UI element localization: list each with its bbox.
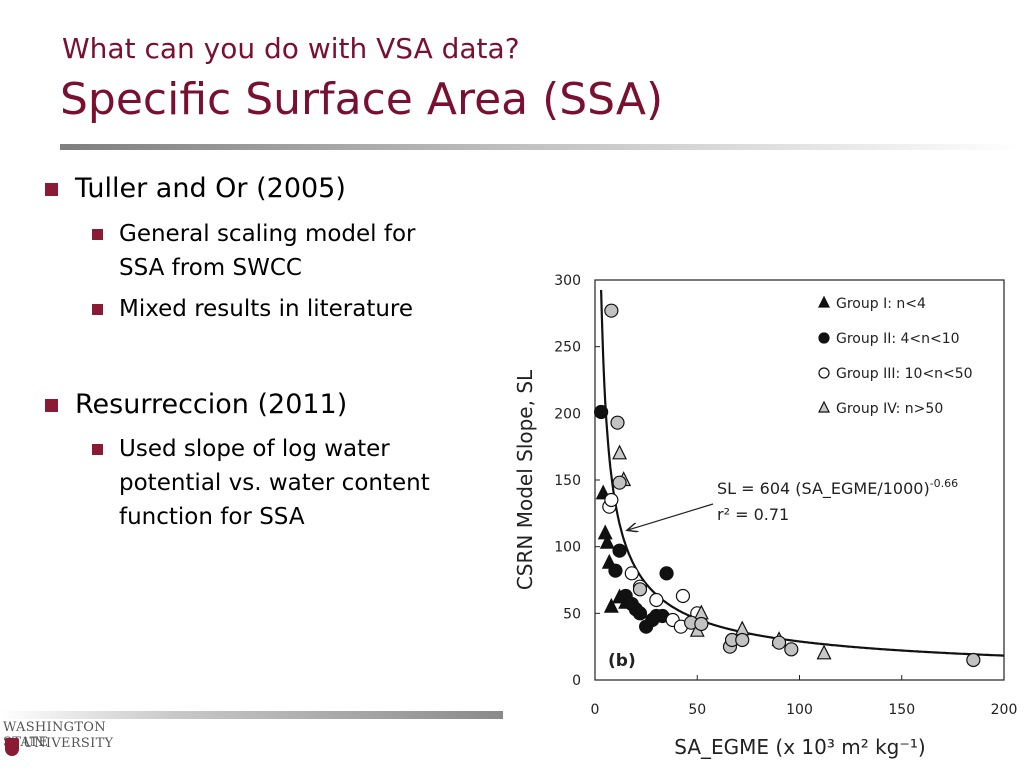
data-point [818,367,830,379]
bullet-marker [45,399,58,412]
ssa-scatter-chart: 0 50 100 150 200 0 50 100 150 200 250 300 Group I: … [513,273,1018,759]
footer-divider [0,711,503,719]
y-tick-label: 150 [554,473,581,489]
fit-r-squared: r² = 0.71 [717,505,789,524]
y-tick-label: 200 [554,406,581,422]
data-point [624,566,639,581]
y-tick-label: 300 [554,273,581,289]
fit-equation: SL = 604 (SA_EGME/1000)-0.66 [717,477,958,499]
data-point [632,582,648,597]
y-axis-label: CSRN Model Slope, SL [513,369,537,590]
data-point [604,303,619,318]
legend-entry: Group III: 10<n<50 [836,366,973,382]
bullet-resurreccion: Resurreccion (2011) [45,388,348,422]
cougar-seal-icon [5,738,19,756]
data-point [612,444,628,460]
panel-label: (b) [608,651,636,671]
sub-bullet-marker [92,444,103,455]
legend-entry: Group IV: n>50 [836,401,943,417]
data-point [818,332,830,344]
data-point [818,295,830,308]
data-point [966,652,981,668]
sub-bullet-line: Mixed results in literature [119,296,414,322]
data-point [612,475,627,490]
bullet-text: Tuller and Or (2005) [75,173,346,204]
data-point [632,606,648,621]
x-tick-label: 150 [888,702,915,718]
x-axis-label: SA_EGME (x 10³ m² kg⁻¹) [674,735,925,759]
data-point [604,492,619,508]
x-tick-label: 100 [786,702,813,718]
annotation-arrow [628,503,714,530]
data-point [612,543,627,558]
sub-bullet-marker [92,304,103,315]
y-tick-label: 0 [572,673,581,689]
sub-bullet-line: function for SSA [119,504,305,530]
bullet-text: Resurreccion (2011) [75,389,348,420]
data-point [599,533,615,549]
title-divider [60,144,1024,150]
data-point [784,642,799,657]
slide-subtitle: What can you do with VSA data? [62,32,520,65]
fit-curve [600,289,1004,657]
y-tick-label: 250 [554,340,581,356]
x-tick-label: 0 [591,702,600,718]
data-point [816,644,832,660]
y-tick-label: 100 [554,540,581,556]
sub-bullet-slope-method: Used slope of log water potential vs. wa… [92,432,430,534]
data-point [735,632,750,648]
sub-bullet-mixed-results: Mixed results in literature [92,292,414,326]
data-point [659,566,674,581]
sub-bullet-scaling-model: General scaling model for SSA from SWCC [92,217,416,285]
sub-bullet-line: Used slope of log water [119,436,390,462]
data-point [694,616,709,632]
y-tick-label: 50 [563,606,581,622]
data-point [608,563,623,578]
data-point [610,415,625,430]
data-point [818,400,830,413]
data-point [675,588,691,604]
legend-entry: Group II: 4<n<10 [836,331,960,347]
data-point [734,620,750,636]
data-point [649,592,664,608]
bullet-marker [45,183,58,196]
data-point [603,597,619,613]
x-tick-label: 200 [991,702,1018,718]
x-tick-label: 50 [688,702,706,718]
slide-title: Specific Surface Area (SSA) [60,74,664,125]
sub-bullet-line: SSA from SWCC [119,255,302,281]
data-point [594,404,609,420]
university-logo: WASHINGTON STATE UNIVERSITY [3,720,143,762]
sub-bullet-marker [92,229,103,240]
data-point [597,524,613,540]
bullet-tuller-or: Tuller and Or (2005) [45,172,346,206]
sub-bullet-line: potential vs. water content [119,470,430,496]
data-point [771,635,787,650]
legend-entry: Group I: n<4 [836,296,926,312]
sub-bullet-line: General scaling model for [119,221,416,247]
logo-text-line2: UNIVERSITY [23,736,114,751]
